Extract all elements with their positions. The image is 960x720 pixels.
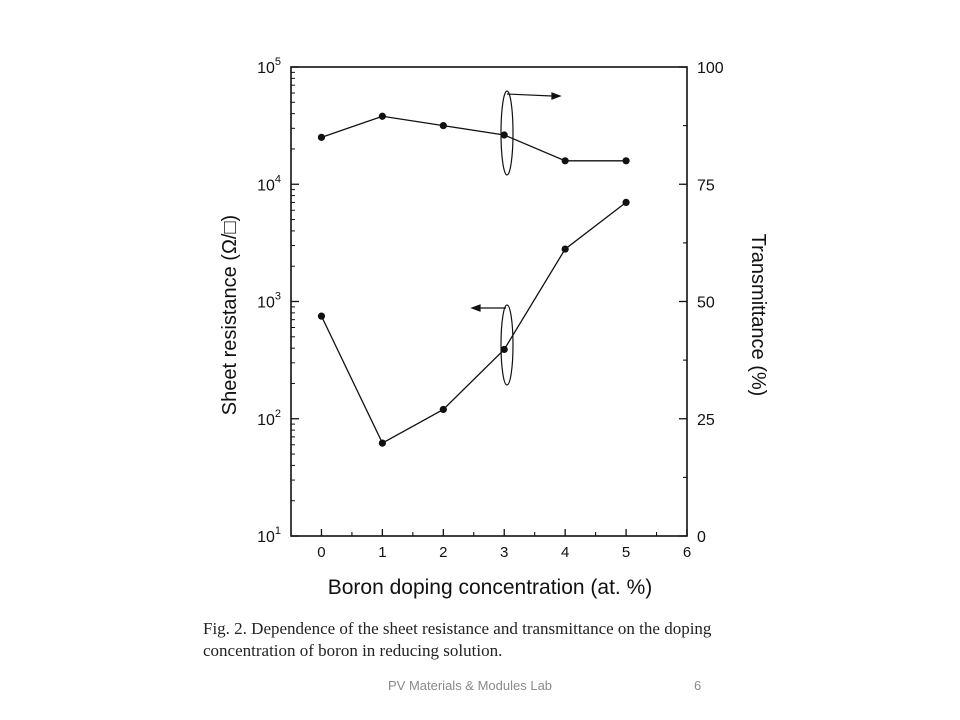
- x-tick-label: 3: [500, 544, 508, 561]
- series-right-point: [439, 122, 447, 130]
- x-tick-label: 0: [317, 544, 325, 561]
- plot-frame: [290, 66, 688, 537]
- series-left-point: [439, 405, 447, 414]
- x-axis-label: Boron doping concentration (at. %): [328, 576, 653, 599]
- series-right-point: [561, 157, 569, 165]
- y-left-tick-label: 101: [257, 525, 281, 546]
- y-right-tick-label: 50: [697, 295, 715, 312]
- x-tick-label: 5: [622, 544, 630, 561]
- x-tick-label: 2: [439, 544, 447, 561]
- series-right-point: [378, 112, 386, 120]
- y-left-tick-label: 102: [257, 408, 281, 429]
- figure-caption: Fig. 2. Dependence of the sheet resistan…: [203, 618, 803, 662]
- y-right-tick-label: 100: [697, 60, 724, 77]
- series-left-point: [561, 245, 569, 253]
- y-right-tick-label: 75: [697, 177, 715, 194]
- y-right-axis: 0 25 50 75 100: [679, 60, 724, 546]
- y-right-tick-label: 25: [697, 412, 715, 429]
- caption-line-1: Fig. 2. Dependence of the sheet resistan…: [203, 619, 712, 638]
- series-left-point: [317, 312, 326, 320]
- series-left-line: [320, 201, 627, 444]
- series-right-line: [321, 115, 627, 162]
- series-left-point: [378, 439, 386, 447]
- y-left-tick-label: 104: [257, 173, 281, 194]
- x-tick-label: 1: [378, 544, 386, 561]
- series-right-point: [622, 157, 630, 165]
- x-tick-label: 6: [683, 544, 691, 561]
- x-axis: 0 1 2 3 4 5 6: [317, 529, 691, 561]
- series-left-point: [500, 345, 508, 354]
- y-left-tick-label: 103: [257, 291, 281, 312]
- footer-lab-name: PV Materials & Modules Lab: [388, 678, 553, 693]
- slide-number: 6: [694, 678, 702, 693]
- series-right-point: [500, 131, 508, 139]
- caption-line-2: concentration of boron in reducing solut…: [203, 641, 503, 660]
- y-right-axis-label: Transmittance (%): [747, 234, 769, 397]
- series-right-point: [317, 133, 326, 141]
- y-right-tick-label: 0: [697, 529, 706, 546]
- right-axis-indicator: [500, 90, 562, 176]
- series-layer: [317, 112, 630, 447]
- y-left-axis-label: Sheet resistance (Ω/□): [219, 215, 241, 415]
- y-left-axis: 101 102 103 104 105: [257, 56, 299, 546]
- left-axis-indicator: [470, 304, 514, 386]
- y-left-tick-label: 105: [257, 56, 281, 77]
- series-left-point: [622, 198, 630, 207]
- x-tick-label: 4: [561, 544, 569, 561]
